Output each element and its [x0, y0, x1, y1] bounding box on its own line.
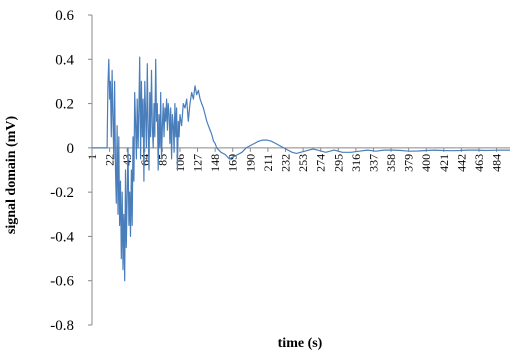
x-tick-label: 127	[191, 154, 205, 172]
y-tick-label: -0.4	[50, 229, 74, 245]
x-tick-label: 421	[437, 154, 451, 172]
x-tick-label: 316	[349, 154, 363, 172]
x-tick-label: 253	[296, 154, 310, 172]
x-tick-label: 43	[120, 154, 134, 166]
x-tick-label: 379	[402, 154, 416, 172]
x-tick-label: 274	[314, 154, 328, 172]
x-tick-label: 295	[331, 154, 345, 172]
series-line	[92, 56, 510, 282]
y-axis-title: signal domain (mV)	[4, 116, 19, 235]
x-tick-label: 106	[173, 154, 187, 172]
y-axis-ticks: 0.6 0.4 0.2 0 -0.2 -0.4 -0.6 -0.8	[50, 8, 92, 334]
y-tick-label: 0	[67, 141, 75, 157]
x-tick-label: 400	[419, 154, 433, 172]
x-tick-label: 211	[261, 154, 275, 172]
x-axis-title: time (s)	[278, 336, 323, 351]
y-tick-label: 0.4	[55, 52, 74, 68]
x-tick-label: 22	[103, 154, 117, 166]
y-tick-label: -0.6	[50, 274, 74, 290]
x-tick-label: 337	[366, 154, 380, 172]
x-axis-ticks: 1224364851061271481691902112322532742953…	[85, 147, 504, 172]
y-tick-label: -0.8	[50, 318, 74, 334]
x-tick-label: 484	[490, 154, 504, 172]
y-tick-label: -0.2	[50, 185, 74, 201]
x-tick-label: 232	[279, 154, 293, 172]
x-tick-label: 463	[472, 154, 486, 172]
y-tick-label: 0.6	[55, 8, 74, 24]
x-tick-label: 190	[243, 154, 257, 172]
x-tick-label: 442	[454, 154, 468, 172]
x-tick-label: 358	[384, 154, 398, 172]
y-tick-label: 0.2	[55, 97, 74, 113]
x-tick-label: 148	[208, 154, 222, 172]
